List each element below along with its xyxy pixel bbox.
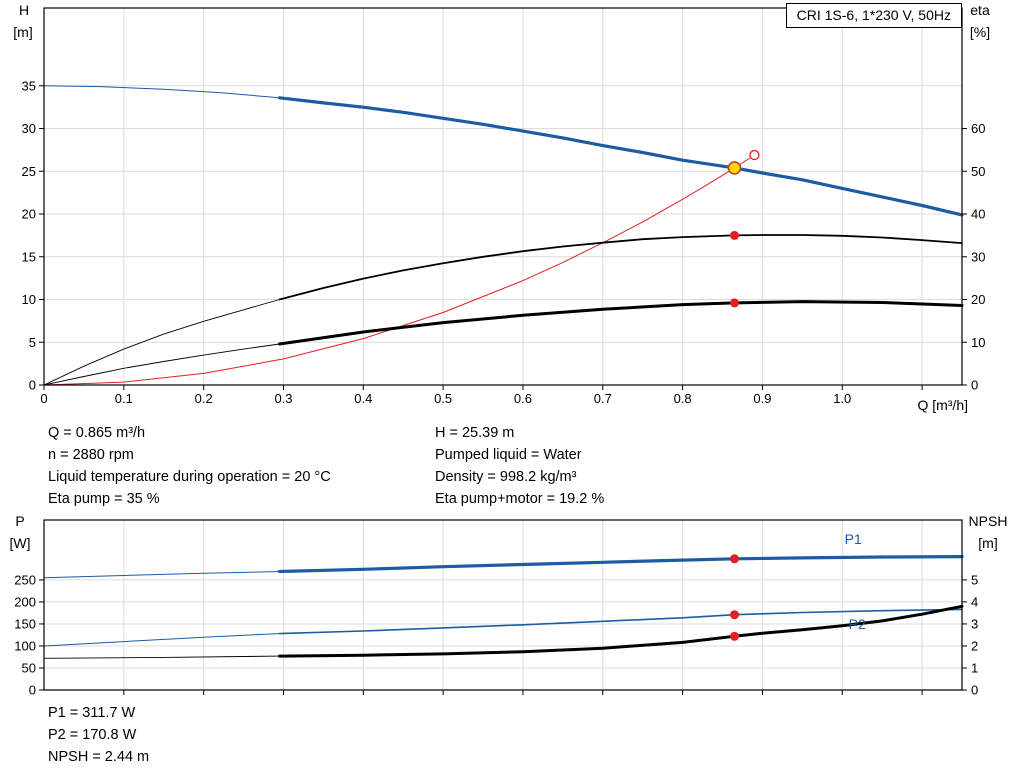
svg-text:15: 15 [22, 249, 36, 264]
p-axis-label: P [15, 513, 25, 529]
svg-text:20: 20 [971, 292, 985, 307]
operating-point [727, 161, 742, 175]
p2-curve-thin [43, 633, 280, 647]
duty-request-marker [749, 149, 760, 161]
svg-text:0: 0 [40, 391, 47, 406]
svg-text:150: 150 [14, 616, 36, 631]
svg-text:35: 35 [22, 78, 36, 93]
p-axis-unit: [W] [9, 535, 31, 551]
svg-text:0.1: 0.1 [115, 391, 133, 406]
svg-text:60: 60 [971, 121, 985, 136]
qh-eta-chart: 0 0.1 0.2 0.3 0.4 0.5 0.6 0.7 0.8 0.9 1.0 0 5 10 15 20 2… [22, 7, 985, 406]
svg-text:0.9: 0.9 [753, 391, 771, 406]
svg-text:10: 10 [22, 292, 36, 307]
svg-text:50: 50 [22, 660, 36, 675]
eta-axis-label: eta [970, 2, 990, 18]
p2-label: P2 [849, 616, 866, 632]
info-line: Eta pump = 35 % [48, 491, 160, 507]
svg-text:20: 20 [22, 207, 36, 222]
power-npsh-data: P1 = 311.7 W P2 = 170.8 W NPSH = 2.44 m [48, 702, 149, 768]
svg-text:0: 0 [971, 683, 978, 698]
svg-text:40: 40 [971, 207, 985, 222]
p1-curve [277, 554, 964, 574]
svg-text:10: 10 [971, 335, 985, 350]
info-line: NPSH = 2.44 m [48, 749, 150, 765]
eta-axis-unit: [%] [969, 24, 991, 40]
svg-text:0.4: 0.4 [354, 391, 372, 406]
info-line: H = 25.39 m [435, 425, 515, 441]
eta-pump-curve [278, 234, 963, 301]
npsh-point [729, 631, 739, 641]
svg-text:0: 0 [29, 683, 36, 698]
p1-curve-thin [43, 571, 280, 579]
p2-point [729, 610, 739, 620]
svg-text:1: 1 [971, 660, 978, 675]
npsh-axis-label: NPSH [968, 513, 1008, 529]
eta-pump-motor-point [729, 298, 739, 308]
eta-pump-curve-thin [43, 299, 280, 386]
qh-curve-thin [43, 85, 280, 99]
svg-text:3: 3 [971, 616, 978, 631]
pump-model-box: CRI 1S-6, 1*230 V, 50Hz [785, 3, 962, 28]
svg-text:2: 2 [971, 638, 978, 653]
power-npsh-chart: 0 50 100 150 200 250 0 1 2 3 4 5 P1 P2 [14, 519, 978, 698]
p1-label: P1 [845, 531, 862, 547]
info-line: P1 = 311.7 W [48, 705, 136, 721]
svg-text:0.5: 0.5 [434, 391, 452, 406]
svg-text:25: 25 [22, 164, 36, 179]
p1-point [729, 554, 739, 564]
q-axis-label: Q [m³/h] [917, 397, 968, 413]
svg-text:0.6: 0.6 [514, 391, 532, 406]
info-line: Liquid temperature during operation = 20… [48, 469, 331, 485]
npsh-curve-thin [43, 655, 280, 659]
info-line: n = 2880 rpm [48, 447, 134, 463]
p2-curve [278, 608, 963, 635]
info-line: Q = 0.865 m³/h [48, 425, 146, 441]
svg-text:0: 0 [971, 378, 978, 393]
svg-text:4: 4 [971, 594, 978, 609]
svg-text:0.3: 0.3 [274, 391, 292, 406]
svg-text:5: 5 [971, 572, 978, 587]
svg-text:100: 100 [14, 638, 36, 653]
svg-text:30: 30 [22, 121, 36, 136]
svg-text:200: 200 [14, 594, 36, 609]
npsh-axis-unit: [m] [978, 535, 998, 551]
h-axis-label: H [18, 2, 30, 18]
svg-text:0.8: 0.8 [674, 391, 692, 406]
qh-curve [277, 96, 964, 217]
info-line: Eta pump+motor = 19.2 % [435, 491, 605, 507]
svg-text:0.2: 0.2 [195, 391, 213, 406]
eta-pump-motor-curve [278, 300, 964, 346]
svg-text:0.7: 0.7 [594, 391, 612, 406]
svg-text:50: 50 [971, 164, 985, 179]
svg-text:1.0: 1.0 [833, 391, 851, 406]
info-line: Density = 998.2 kg/m³ [435, 469, 577, 485]
info-line: Pumped liquid = Water [435, 447, 582, 463]
svg-text:0: 0 [29, 378, 36, 393]
info-line: P2 = 170.8 W [48, 727, 137, 743]
eta-pump-motor-curve-thin [43, 343, 280, 386]
svg-text:30: 30 [971, 249, 985, 264]
svg-text:250: 250 [14, 572, 36, 587]
h-axis-unit: [m] [13, 24, 33, 40]
eta-pump-point [729, 230, 739, 240]
system-curve [43, 154, 755, 386]
operating-data-right: H = 25.39 m Pumped liquid = Water Density … [435, 422, 604, 510]
svg-text:5: 5 [29, 335, 36, 350]
operating-data-left: Q = 0.865 m³/h n = 2880 rpm Liquid tempera… [48, 422, 331, 510]
